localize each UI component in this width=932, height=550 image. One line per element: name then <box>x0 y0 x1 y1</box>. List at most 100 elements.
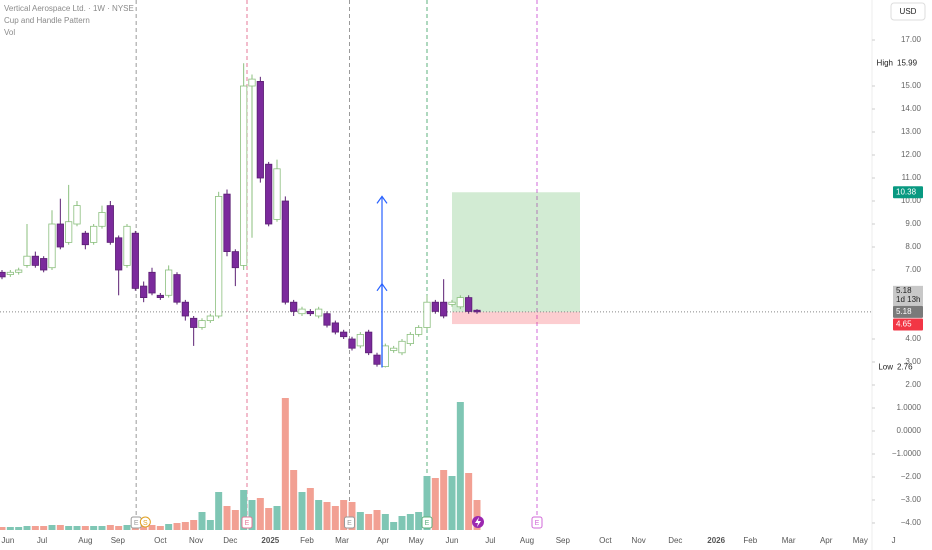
target-tag-bg <box>893 186 923 199</box>
volume-bar <box>190 520 198 530</box>
candle-body <box>406 333 414 344</box>
candle-body <box>290 301 298 312</box>
candle-body <box>115 237 123 271</box>
currency[interactable]: USD <box>900 7 917 16</box>
volume-bar <box>415 512 423 530</box>
candle-body <box>190 317 198 328</box>
candle-body <box>73 205 81 225</box>
volume-bar <box>56 525 64 530</box>
candle-body <box>265 163 273 225</box>
volume-bar <box>65 526 73 530</box>
candle-body <box>440 301 448 317</box>
x-tick-label: Oct <box>599 536 612 545</box>
high-value: 15.99 <box>897 58 918 67</box>
x-tick-label: Apr <box>820 536 833 545</box>
volume-bar <box>440 470 448 530</box>
candle-body <box>373 354 381 365</box>
currency-button[interactable] <box>890 2 926 21</box>
y-tick-label: 2.00 <box>905 380 921 389</box>
candle-body <box>223 193 231 253</box>
volume-bar <box>315 500 323 530</box>
candle-body <box>56 223 64 248</box>
y-tick-label: −4.00 <box>901 518 922 527</box>
x-tick-label: Jul <box>485 536 495 545</box>
volume-bar <box>6 527 14 530</box>
arrow-head <box>376 195 388 204</box>
volume-bar <box>356 512 364 530</box>
x-tick-label: Nov <box>189 536 203 545</box>
candle-body <box>398 340 406 354</box>
y-tick-label: 3.00 <box>905 357 921 366</box>
x-tick-label: Jun <box>446 536 459 545</box>
y-tick-label: −2.00 <box>901 472 922 481</box>
y-tick-label: 4.00 <box>905 334 921 343</box>
volume-bar <box>148 525 156 530</box>
candle-body <box>423 301 431 328</box>
split-marker <box>139 516 151 528</box>
x-tick-label: 2026 <box>707 536 725 545</box>
candle-body <box>390 347 398 351</box>
candle-body <box>331 322 339 333</box>
volume-bar <box>306 488 314 530</box>
x-tick-label: Mar <box>335 536 349 545</box>
x-tick-label: Dec <box>668 536 682 545</box>
y-tick-label: 13.00 <box>901 127 922 136</box>
x-tick-label: Jul <box>37 536 47 545</box>
indicator-name: Cup and Handle Pattern <box>4 16 90 25</box>
candle-body <box>23 255 31 266</box>
entry-tag: 5.18 <box>896 307 912 316</box>
y-tick-label: 10.00 <box>901 196 922 205</box>
candle-body <box>6 271 14 275</box>
candle-body <box>431 301 439 312</box>
x-tick-label: Aug <box>78 536 92 545</box>
low-value: 2.76 <box>897 363 913 372</box>
volume-bar <box>381 514 389 530</box>
y-tick-label: −1.0000 <box>892 449 922 458</box>
stop-tag: 4.65 <box>896 320 912 329</box>
volume-bar <box>198 512 206 530</box>
candle-body <box>465 297 473 312</box>
x-tick-label: May <box>409 536 424 545</box>
candle-body <box>15 269 23 273</box>
candle-body <box>173 274 181 303</box>
candle-body <box>31 255 39 266</box>
candle-body <box>306 310 314 315</box>
y-tick-label: 1.0000 <box>897 403 922 412</box>
split-label: S <box>143 520 148 527</box>
volume-bar <box>331 506 339 530</box>
candle-body <box>0 271 6 278</box>
candle-body <box>356 333 364 347</box>
volume-bar <box>223 506 231 530</box>
lightning-icon <box>475 517 481 527</box>
y-tick-label: 11.00 <box>902 173 922 182</box>
candle-body <box>315 308 323 317</box>
candle-body <box>106 205 114 243</box>
event-marker <box>421 516 433 529</box>
event-label: E <box>347 520 352 527</box>
volume-bar <box>398 516 406 530</box>
entry-tag-bg <box>893 305 923 318</box>
x-tick-label: Jun <box>1 536 14 545</box>
stop-tag-bg <box>893 318 923 331</box>
y-tick-label: 8.00 <box>905 242 921 251</box>
volume-bar <box>98 526 106 530</box>
x-tick-label: Feb <box>743 536 757 545</box>
volume-bar <box>0 527 6 530</box>
candle-body <box>65 221 73 243</box>
candle-body <box>340 331 348 338</box>
candle-body <box>198 320 206 328</box>
arrow-head <box>376 282 388 292</box>
volume-bar <box>31 526 39 530</box>
x-tick-label: Sep <box>556 536 571 545</box>
volume-bar <box>281 398 289 530</box>
event-marker <box>241 516 253 529</box>
y-tick-label: 17.00 <box>901 35 922 44</box>
y-tick-label: 12.00 <box>901 150 922 159</box>
last-price: 5.18 <box>896 286 912 295</box>
candle-body <box>415 327 423 335</box>
candle-body <box>248 78 256 87</box>
candle-body <box>323 313 331 326</box>
candle-body <box>365 331 373 354</box>
candle-body <box>348 338 356 349</box>
candle-body <box>98 212 106 227</box>
